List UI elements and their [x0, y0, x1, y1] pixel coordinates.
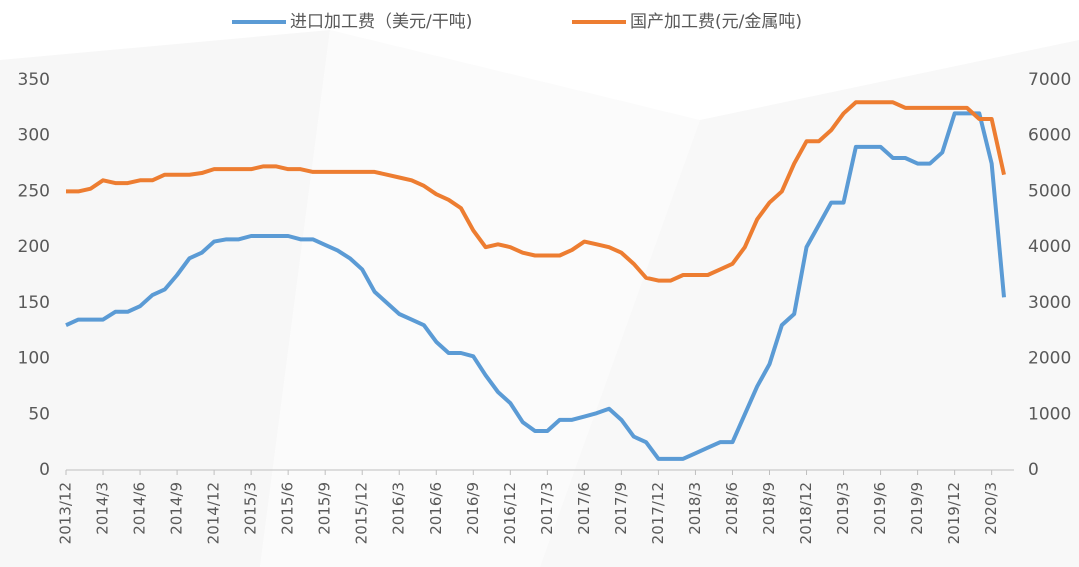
x-tick-label: 2015/6: [279, 482, 297, 535]
y-tick-label: 200: [18, 237, 50, 257]
legend-label: 进口加工费（美元/干吨): [290, 12, 472, 32]
x-tick-label: 2016/3: [390, 482, 408, 535]
y-tick-label: 100: [18, 349, 50, 369]
y2-tick-label: 0: [1028, 460, 1039, 480]
x-tick-label: 2014/6: [131, 482, 149, 535]
x-tick-label: 2017/6: [575, 482, 593, 535]
series-line: [65, 111, 1006, 461]
x-tick-label: 2015/3: [242, 482, 260, 535]
x-tick-label: 2019/6: [871, 482, 889, 535]
x-tick-label: 2019/9: [908, 482, 926, 535]
y-tick-label: 0: [39, 460, 50, 480]
y-tick-label: 250: [18, 181, 50, 201]
x-tick-label: 2018/12: [797, 482, 815, 544]
x-tick-label: 2017/12: [649, 482, 667, 544]
legend-label: 国产加工费(元/金属吨): [630, 12, 802, 32]
background-shape: [260, 30, 700, 567]
y2-tick-label: 2000: [1028, 349, 1071, 369]
y2-tick-label: 1000: [1028, 404, 1071, 424]
x-tick-label: 2020/3: [982, 482, 1000, 535]
x-tick-label: 2014/3: [94, 482, 112, 535]
x-tick-label: 2016/9: [464, 482, 482, 535]
y-tick-label: 300: [18, 126, 50, 146]
y2-tick-label: 5000: [1028, 181, 1071, 201]
x-tick-label: 2016/6: [427, 482, 445, 535]
x-tick-label: 2013/12: [57, 482, 75, 544]
x-tick-label: 2017/9: [612, 482, 630, 535]
x-tick-label: 2014/12: [205, 482, 223, 544]
x-tick-label: 2014/9: [168, 482, 186, 535]
x-tick-label: 2017/3: [538, 482, 556, 535]
x-tick-label: 2015/9: [316, 482, 334, 535]
x-tick-label: 2019/3: [834, 482, 852, 535]
x-tick-label: 2018/3: [686, 482, 704, 535]
y-tick-label: 50: [28, 404, 50, 424]
y-tick-label: 350: [18, 70, 50, 90]
plot: 0 50 100 150 200 250 300 350 0 1000 2000 3000 4000 50…: [18, 12, 1072, 544]
y2-tick-label: 6000: [1028, 126, 1071, 146]
x-tick-label: 2018/6: [723, 482, 741, 535]
x-tick-label: 2015/12: [353, 482, 371, 544]
x-tick-label: 2019/12: [945, 482, 963, 544]
background-shape: [0, 30, 330, 567]
y2-tick-label: 7000: [1028, 70, 1071, 90]
y-tick-label: 150: [18, 293, 50, 313]
y2-tick-label: 4000: [1028, 237, 1071, 257]
series-line: [66, 100, 1006, 283]
x-tick-label: 2018/9: [760, 482, 778, 535]
background-shape: [540, 40, 1079, 567]
y2-tick-label: 3000: [1028, 293, 1071, 313]
x-tick-label: 2016/12: [501, 482, 519, 544]
